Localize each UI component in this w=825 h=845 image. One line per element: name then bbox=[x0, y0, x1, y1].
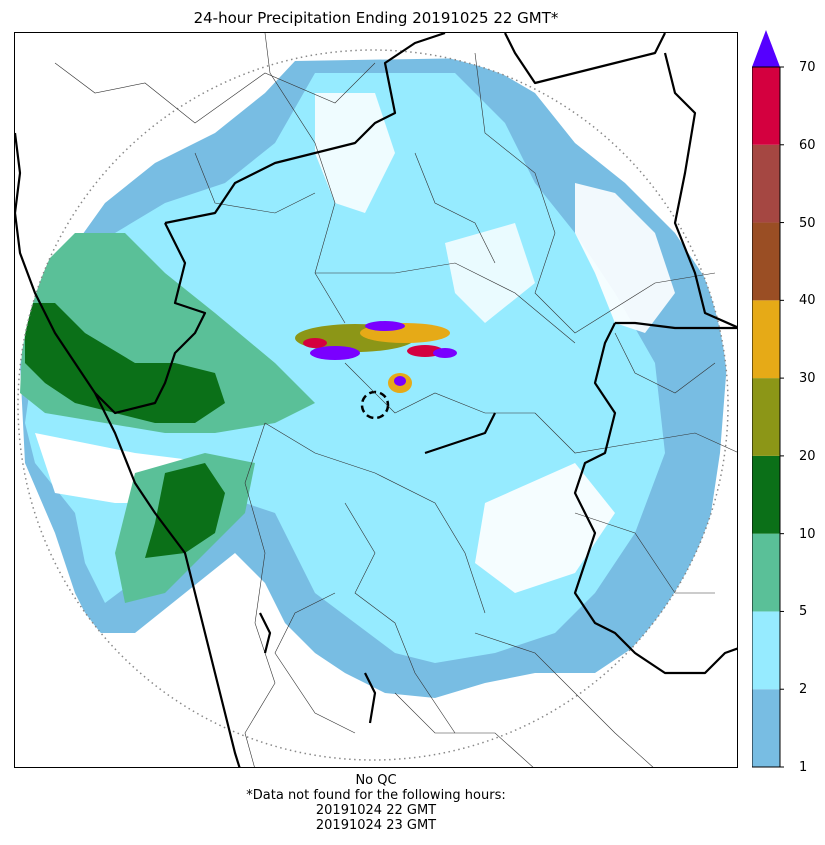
colorbar-segment bbox=[752, 455, 780, 534]
colorbar-segment bbox=[752, 611, 780, 690]
colorbar-tick-label: 10 bbox=[799, 526, 816, 542]
colorbar-tick-label: 2 bbox=[799, 682, 808, 698]
state-borders bbox=[15, 33, 737, 767]
qc-status: No QC bbox=[355, 773, 397, 788]
colorbar-segment bbox=[752, 300, 780, 379]
map-footer: No QC *Data not found for the following … bbox=[0, 773, 752, 833]
colorbar-tick-label: 30 bbox=[799, 371, 816, 387]
map-canvas bbox=[15, 33, 737, 767]
colorbar-border bbox=[752, 66, 781, 768]
colorbar-segment bbox=[752, 689, 780, 767]
precip-area-10-20 bbox=[25, 303, 225, 423]
radar-range-ring bbox=[17, 49, 729, 761]
colorbar-tick-label: 50 bbox=[799, 215, 816, 231]
convective-cells bbox=[295, 321, 457, 393]
colorbar-tick-label: 1 bbox=[799, 760, 808, 775]
precipitation-field bbox=[20, 58, 727, 698]
missing-hour-1: 20191024 22 GMT bbox=[315, 803, 437, 818]
colorbar-segment bbox=[752, 222, 780, 301]
colorbar-segment bbox=[752, 144, 780, 223]
colorbar-tick-label: 20 bbox=[799, 448, 816, 464]
colorbar-tick-label: 60 bbox=[799, 137, 816, 153]
colorbar-tick-label: 70 bbox=[799, 60, 816, 75]
map-title: 24-hour Precipitation Ending 20191025 22… bbox=[193, 9, 559, 27]
colorbar-tick-label: 5 bbox=[799, 604, 808, 620]
colorbar-tick-label: 40 bbox=[799, 293, 816, 309]
colorbar-extend-arrow bbox=[752, 30, 780, 67]
district-borders bbox=[54, 33, 737, 767]
colorbar-segment bbox=[752, 533, 780, 612]
missing-data-note: *Data not found for the following hours: bbox=[246, 788, 506, 803]
colorbar-segment bbox=[752, 378, 780, 456]
radar-site-marker bbox=[360, 390, 390, 420]
colorbar bbox=[752, 30, 784, 768]
missing-hour-2: 20191024 23 GMT bbox=[315, 818, 437, 833]
colorbar-segment bbox=[752, 67, 780, 145]
precipitation-map bbox=[14, 32, 738, 768]
